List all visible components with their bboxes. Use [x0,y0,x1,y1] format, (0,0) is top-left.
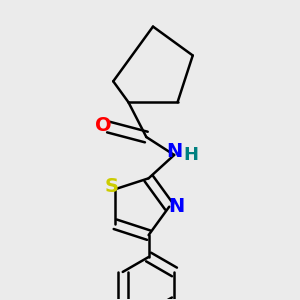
Text: S: S [104,177,118,196]
Text: N: N [168,197,184,216]
Text: N: N [166,142,182,161]
Text: H: H [184,146,199,164]
Text: O: O [95,116,112,135]
